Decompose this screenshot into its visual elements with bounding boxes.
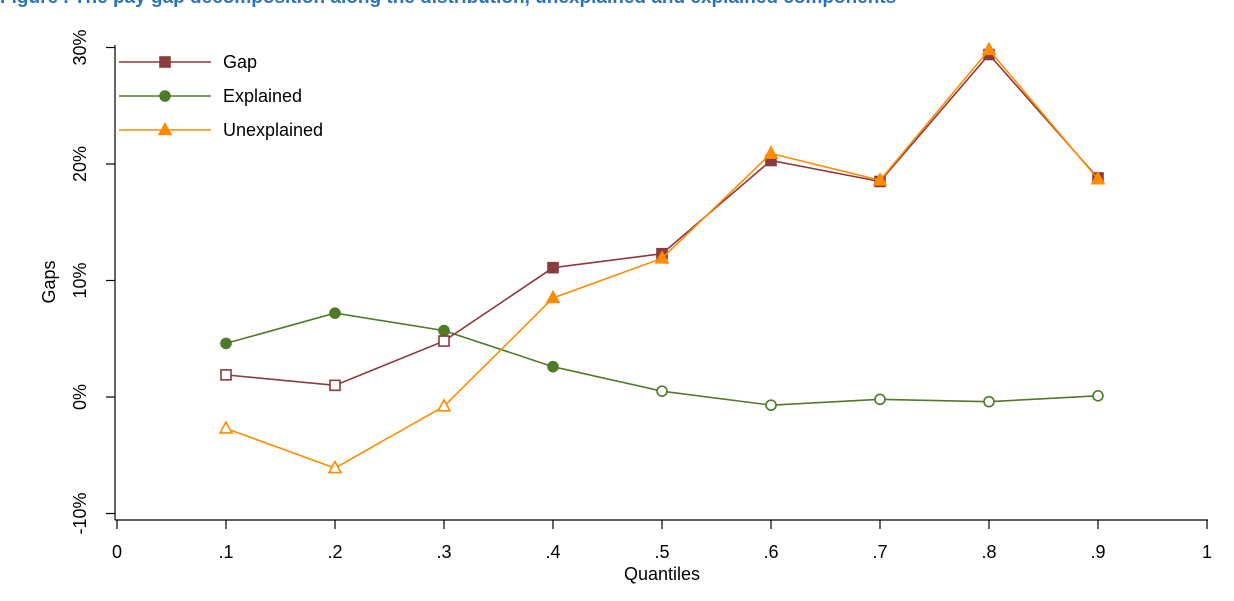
point-explained-6 <box>874 393 886 406</box>
point-unexplained-4 <box>654 250 670 264</box>
point-unexplained-7 <box>981 41 997 56</box>
y-tick-label-0: -10% <box>70 492 90 534</box>
point-gap-1 <box>329 379 341 392</box>
y-tick-label-2: 10% <box>70 262 90 298</box>
point-explained-2 <box>438 324 450 337</box>
series-gap <box>220 48 1104 392</box>
legend-label-explained: Explained <box>223 86 302 106</box>
x-tick-label-8: .8 <box>981 542 996 562</box>
point-explained-8 <box>1092 390 1104 402</box>
axes: 0 .1 .2 .3 .4 .5 .6 .7 .8 .9 1 -10% 0% 10% 20% 30% Quant… <box>39 29 1212 584</box>
point-unexplained-2 <box>436 398 452 412</box>
legend-item-unexplained: Unexplained <box>119 120 323 140</box>
y-tick-label-4: 30% <box>70 29 90 65</box>
x-tick-label-3: .3 <box>436 542 451 562</box>
point-unexplained-8 <box>1090 170 1106 185</box>
point-explained-4 <box>656 385 668 397</box>
point-gap-0 <box>220 369 232 381</box>
point-explained-7 <box>983 395 995 408</box>
series-unexplained <box>218 41 1106 474</box>
x-tick-label-7: .7 <box>872 542 887 562</box>
x-tick-label-10: 1 <box>1202 542 1212 562</box>
series-line-gap <box>225 53 1099 387</box>
y-tick-label-3: 20% <box>70 146 90 182</box>
point-explained-5 <box>765 399 777 411</box>
x-tick-label-6: .6 <box>763 542 778 562</box>
point-explained-1 <box>329 307 341 319</box>
x-tick-label-1: .1 <box>218 542 233 562</box>
point-explained-3 <box>547 360 559 373</box>
y-axis-title: Gaps <box>39 260 59 303</box>
x-axis-title: Quantiles <box>624 564 700 584</box>
legend-label-unexplained: Unexplained <box>223 120 323 140</box>
figure-caption: Figure . The pay gap decomposition along… <box>0 0 1234 11</box>
legend-marker-unexplained <box>157 121 173 136</box>
legend-label-gap: Gap <box>223 52 257 72</box>
legend-item-explained: Explained <box>119 86 302 106</box>
legend: Gap Explained Unexplained <box>119 52 323 140</box>
legend-marker-explained <box>159 90 171 102</box>
x-tick-label-9: .9 <box>1090 542 1105 562</box>
x-tick-label-0: 0 <box>112 542 122 562</box>
x-tick-label-5: .5 <box>654 542 669 562</box>
point-gap-3 <box>547 261 559 274</box>
point-unexplained-3 <box>545 289 561 304</box>
point-unexplained-5 <box>763 145 779 159</box>
x-tick-label-4: .4 <box>545 542 560 562</box>
point-gap-2 <box>438 335 450 347</box>
x-tick-label-2: .2 <box>327 542 342 562</box>
point-unexplained-0 <box>218 420 234 434</box>
legend-item-gap: Gap <box>119 52 257 72</box>
point-explained-0 <box>220 337 232 350</box>
point-unexplained-6 <box>872 172 888 186</box>
point-unexplained-1 <box>327 459 343 474</box>
series-layer <box>218 41 1106 474</box>
y-tick-label-1: 0% <box>70 384 90 410</box>
legend-marker-gap <box>159 56 171 68</box>
series-explained <box>220 307 1104 411</box>
